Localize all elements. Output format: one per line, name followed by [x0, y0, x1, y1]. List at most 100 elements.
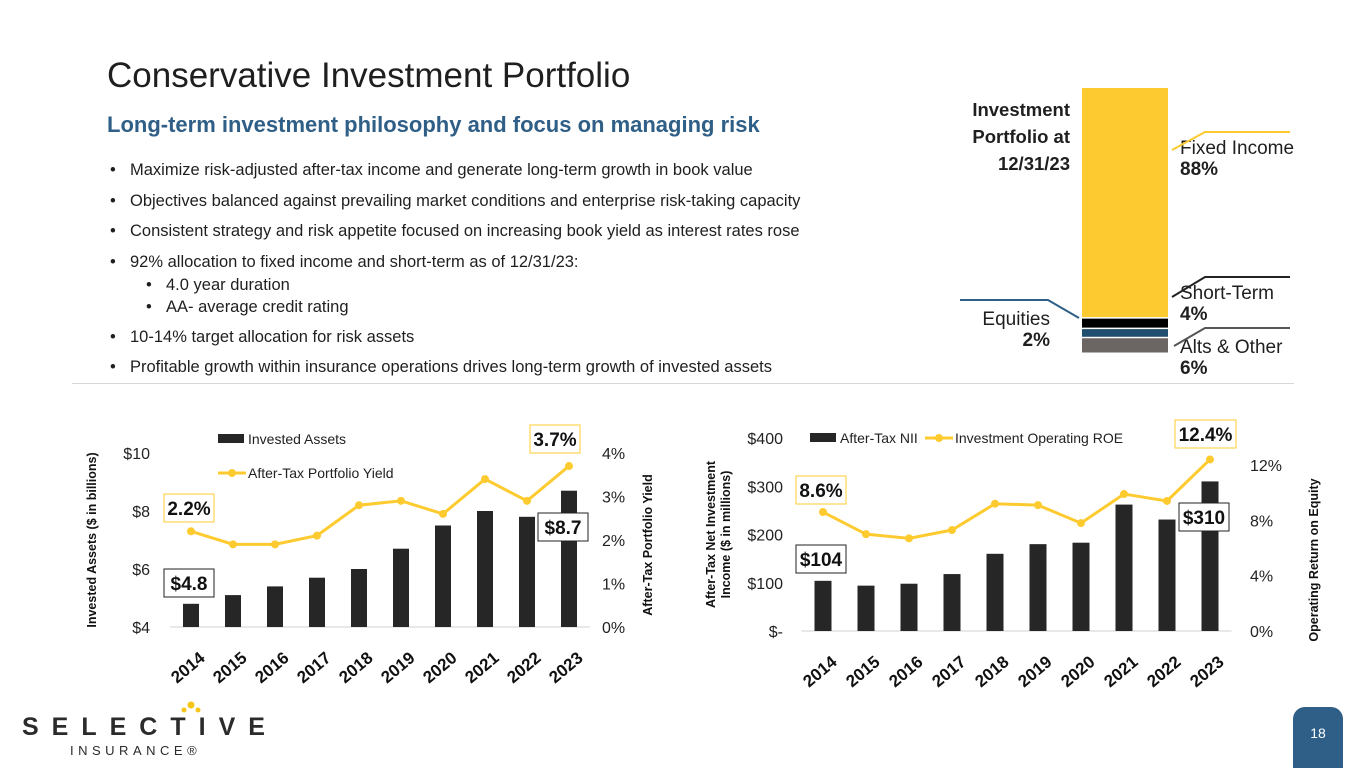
x-tick-label: 2023 [545, 648, 586, 687]
bar-2015 [857, 585, 875, 631]
x-tick-label: 2021 [461, 648, 502, 687]
portfolio-segment-equities [1082, 329, 1168, 337]
line-point-2023 [1206, 455, 1214, 464]
x-tick-label: 2014 [799, 652, 841, 691]
line-point-2016 [271, 540, 279, 549]
line-point-2022 [1163, 496, 1171, 505]
y-tick-label: $- [769, 624, 783, 641]
bullet: 92% allocation to fixed income and short… [110, 250, 800, 274]
page-title: Conservative Investment Portfolio [107, 56, 631, 95]
legend-swatch-point [935, 434, 943, 442]
yield-line [190, 464, 570, 546]
y-axis-title: After-Tax Net InvestmentIncome ($ in mil… [704, 460, 733, 608]
x-tick-label: 2020 [1057, 652, 1098, 691]
bar-2018 [986, 553, 1004, 631]
logo-wordmark: SELECTIVE [22, 713, 278, 741]
legend-label: Invested Assets [248, 431, 346, 447]
y2-tick-label: 8% [1250, 513, 1273, 530]
yield-line [822, 458, 1212, 540]
line-point-2021 [481, 475, 489, 484]
bullet: Profitable growth within insurance opera… [110, 352, 800, 383]
sub-bullet: AA- average credit rating [146, 296, 800, 318]
leader-line [1173, 327, 1290, 347]
y2-tick-label: 4% [1250, 569, 1273, 586]
bullet: Maximize risk-adjusted after-tax income … [110, 155, 800, 186]
x-tick-label: 2021 [1100, 652, 1141, 691]
y2-tick-label: 1% [602, 577, 625, 594]
x-tick-label: 2022 [503, 648, 544, 687]
bar-2016 [900, 583, 918, 631]
x-tick-label: 2018 [971, 652, 1012, 691]
portfolio-segment-alts-other [1082, 338, 1168, 353]
x-tick-label: 2014 [167, 648, 209, 687]
y-tick-label: $400 [747, 431, 783, 448]
bar-2015 [225, 595, 241, 627]
bar-2020 [1072, 542, 1090, 631]
bar-2021 [1115, 504, 1133, 631]
bar-2023 [561, 490, 577, 627]
bar-2017 [309, 577, 325, 627]
line-point-2016 [905, 534, 913, 543]
data-label-box [1178, 502, 1230, 532]
segment-name: Alts & Other [1180, 337, 1283, 358]
logo-dot [181, 707, 187, 713]
leader-line [960, 299, 1080, 319]
logo-dot [187, 701, 195, 709]
y-tick-label: $6 [132, 562, 150, 579]
line-point-2022 [523, 496, 531, 505]
legend-swatch-point [228, 469, 236, 477]
data-label-box [795, 475, 847, 505]
y-axis-title: Invested Assets ($ in billions) [85, 452, 99, 627]
portfolio-chart-title: Investment Portfolio at 12/31/23 [972, 99, 1070, 174]
page-number: 18 [1293, 707, 1343, 768]
y2-axis-title: Operating Return on Equity [1307, 478, 1321, 641]
sub-bullet-group: 4.0 year duration AA- average credit rat… [110, 274, 800, 318]
legend-label: After-Tax Portfolio Yield [248, 465, 394, 481]
bullet-list: Maximize risk-adjusted after-tax income … [110, 155, 800, 383]
x-tick-label: 2023 [1186, 652, 1227, 691]
selective-logo: SELECTIVE INSURANCE® [22, 713, 278, 758]
segment-value: 2% [1022, 330, 1050, 351]
data-label: $310 [1183, 508, 1225, 529]
x-tick-label: 2015 [209, 648, 250, 687]
y2-tick-label: 3% [602, 490, 625, 507]
line-point-2014 [187, 527, 195, 536]
leader-line [1171, 276, 1290, 298]
y-tick-label: $8 [132, 504, 150, 521]
data-label: $104 [800, 550, 843, 571]
line-point-2019 [397, 496, 405, 505]
line-point-2015 [229, 540, 237, 549]
line-point-2018 [991, 499, 999, 508]
bar-2022 [1158, 519, 1176, 631]
line-point-2017 [313, 531, 321, 540]
equities-label: Equities 2% [970, 309, 1050, 351]
data-label-box [529, 424, 581, 454]
legend-label: Investment Operating ROE [955, 430, 1123, 446]
bar-2016 [267, 586, 283, 627]
bar-2017 [943, 574, 961, 631]
bar-2019 [393, 548, 409, 627]
y-tick-label: $4 [132, 620, 150, 637]
portfolio-segment-short-term [1082, 318, 1168, 328]
logo-subtitle: INSURANCE® [70, 743, 202, 758]
portfolio-segment-fixed-income [1082, 88, 1168, 318]
line-point-2019 [1034, 501, 1042, 510]
y-tick-label: $10 [123, 446, 150, 463]
line-point-2018 [355, 501, 363, 510]
segment-name: Short-Term [1180, 283, 1274, 304]
y2-tick-label: 12% [1250, 458, 1282, 475]
y-tick-label: $300 [747, 479, 783, 496]
bar-2014 [183, 603, 199, 627]
x-tick-label: 2017 [293, 648, 334, 687]
page-subtitle: Long-term investment philosophy and focu… [107, 112, 760, 137]
segment-value: 6% [1180, 358, 1208, 379]
y2-axis-title: After-Tax Portfolio Yield [641, 474, 655, 615]
line-point-2021 [1120, 490, 1128, 499]
data-label-box [537, 512, 589, 542]
y2-tick-label: 4% [602, 446, 625, 463]
bar-2021 [477, 511, 493, 627]
x-tick-label: 2022 [1143, 652, 1184, 691]
x-tick-label: 2015 [842, 652, 883, 691]
legend-swatch-bar [218, 434, 244, 443]
